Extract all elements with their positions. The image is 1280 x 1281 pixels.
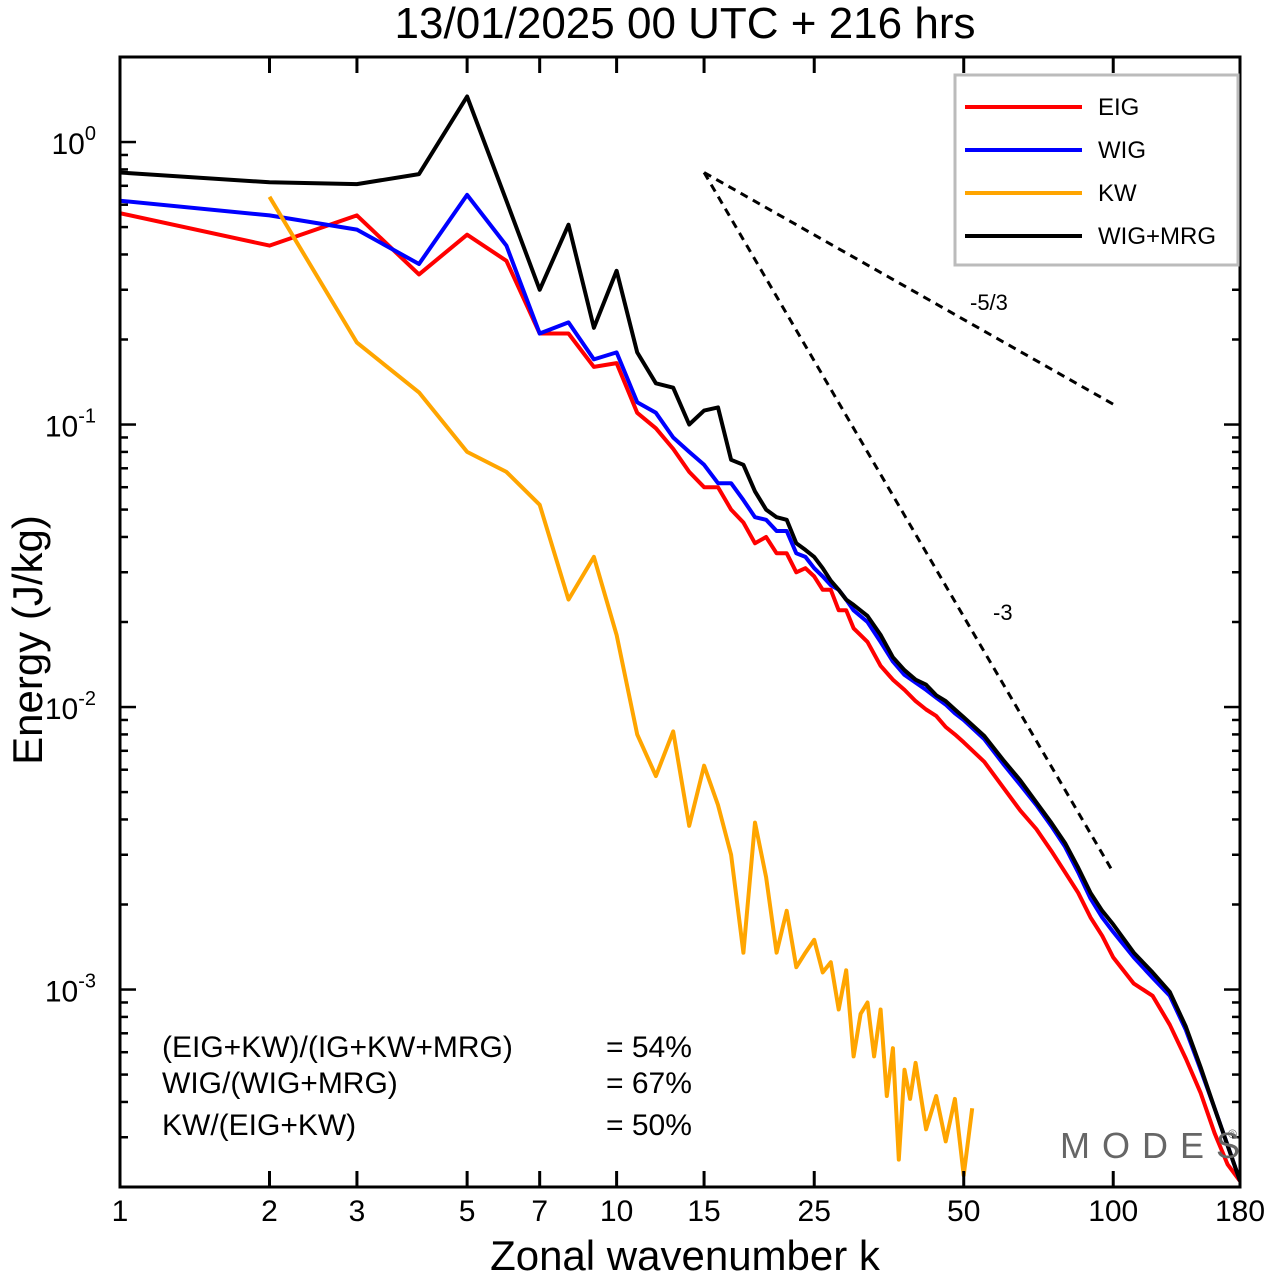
stat-value: = 54% bbox=[606, 1031, 692, 1064]
x-tick-label: 1 bbox=[112, 1195, 129, 1228]
y-tick-label: 10-2 bbox=[45, 688, 96, 726]
x-axis-label: Zonal wavenumber k bbox=[490, 1232, 881, 1279]
x-tick-label: 2 bbox=[261, 1195, 278, 1228]
series-line bbox=[120, 211, 1240, 1183]
chart-title: 13/01/2025 00 UTC + 216 hrs bbox=[395, 0, 976, 48]
stat-value: = 67% bbox=[606, 1067, 692, 1100]
plot-area: -5/3 -3 bbox=[120, 94, 1240, 1183]
y-tick-label: 10-3 bbox=[45, 971, 96, 1009]
x-tick-label: 15 bbox=[687, 1195, 720, 1228]
x-tick-label: 25 bbox=[798, 1195, 831, 1228]
y-axis-label: Energy (J/kg) bbox=[4, 515, 51, 765]
stats-block: (EIG+KW)/(IG+KW+MRG) = 54% WIG/(WIG+MRG)… bbox=[162, 1031, 692, 1142]
legend-label: WIG+MRG bbox=[1098, 223, 1216, 250]
legend-label: EIG bbox=[1098, 94, 1139, 121]
copyright-mark: © bbox=[1228, 1127, 1237, 1141]
legend-label: KW bbox=[1098, 180, 1137, 207]
slope-label: -5/3 bbox=[970, 290, 1008, 315]
x-tick-label: 5 bbox=[459, 1195, 476, 1228]
stat-value: = 50% bbox=[606, 1109, 692, 1142]
reference-slope-line bbox=[702, 171, 1115, 874]
series-group bbox=[120, 94, 1240, 1183]
series-line bbox=[120, 94, 1240, 1182]
modes-watermark: MODES bbox=[1060, 1125, 1252, 1166]
series-line bbox=[267, 195, 975, 1178]
x-tick-label: 100 bbox=[1088, 1195, 1138, 1228]
x-tick-label: 50 bbox=[947, 1195, 980, 1228]
stat-label: KW/(EIG+KW) bbox=[162, 1109, 356, 1142]
stat-label: (EIG+KW)/(IG+KW+MRG) bbox=[162, 1031, 513, 1064]
x-tick-label: 7 bbox=[531, 1195, 548, 1228]
x-tick-label: 180 bbox=[1215, 1195, 1265, 1228]
series-line bbox=[120, 192, 1240, 1182]
stat-label: WIG/(WIG+MRG) bbox=[162, 1067, 398, 1100]
slope-label: -3 bbox=[993, 600, 1013, 625]
x-tick-label: 10 bbox=[600, 1195, 633, 1228]
x-tick-label: 3 bbox=[349, 1195, 366, 1228]
y-tick-label: 10-1 bbox=[45, 406, 96, 444]
axes: 1 2 3 5 7 10 15 25 50 100 180 10-3 10-2 10-1 100 bbox=[45, 55, 1265, 1228]
legend-label: WIG bbox=[1098, 137, 1146, 164]
legend: EIG WIG KW WIG+MRG bbox=[953, 73, 1240, 267]
y-tick-label: 100 bbox=[52, 123, 97, 161]
